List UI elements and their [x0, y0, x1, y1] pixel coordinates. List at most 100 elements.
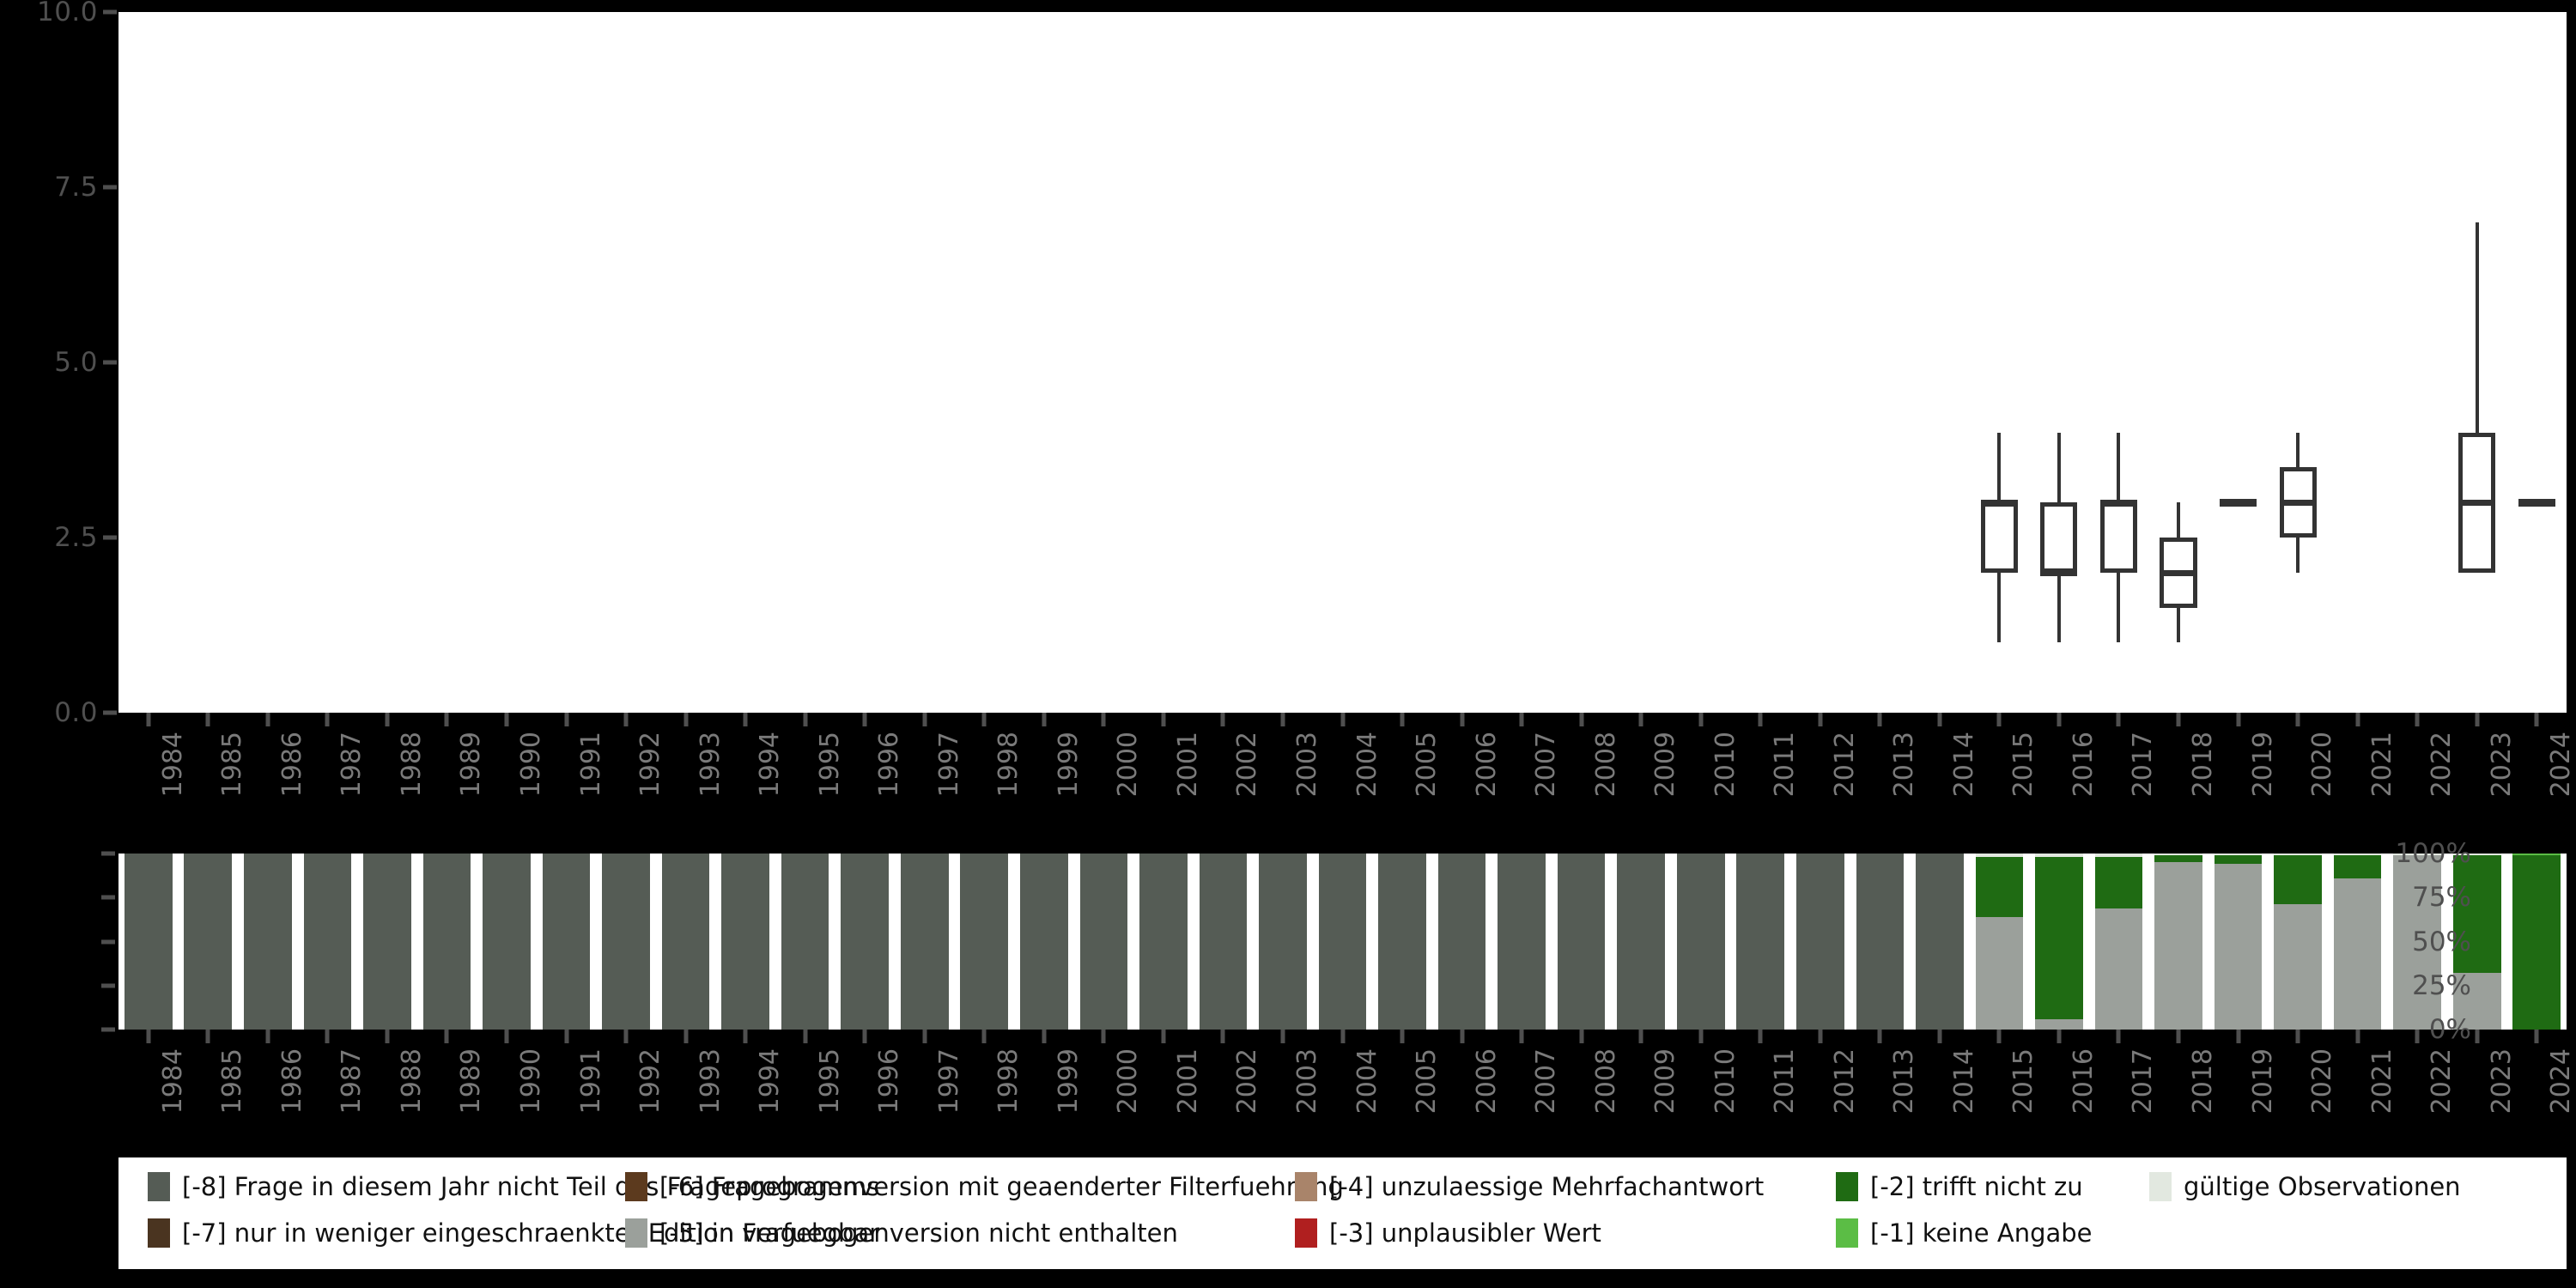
boxplot-x-tick-label: 1992 — [635, 732, 666, 798]
boxplot-x-axis: 1984 1985 1986 1987 1988 1989 1990 1991 1992 1993… — [0, 713, 2576, 841]
legend-item-m8[interactable]: [-8] Frage in diesem Jahr nicht Teil des… — [148, 1164, 879, 1209]
stacked-bar-segment-m5 — [2094, 908, 2143, 1030]
boxplot-x-tick-mark — [265, 713, 270, 726]
legend-item-valid[interactable]: gültige Observationen — [2149, 1164, 2461, 1209]
bar-x-tick-mark — [1638, 1030, 1643, 1043]
boxplot-x-tick-mark — [2295, 713, 2300, 726]
boxplot-x-tick-mark — [2415, 713, 2420, 726]
bar-x-tick-label: 2003 — [1291, 1048, 1322, 1115]
boxplot-median-line — [2279, 500, 2317, 507]
stacked-bar — [2274, 854, 2322, 1030]
boxplot-x-tick-label: 1994 — [755, 732, 786, 798]
stacked-bar-segment-valid — [2333, 854, 2382, 856]
boxplot-y-tick-label: 2.5 — [54, 522, 98, 553]
boxplot-x-tick-mark — [2475, 713, 2480, 726]
boxplot-x-tick-label: 1984 — [157, 732, 188, 798]
bar-x-tick-label: 1998 — [993, 1048, 1024, 1115]
legend-label: [-7] nur in weniger eingeschraenkter Edi… — [182, 1218, 880, 1248]
boxplot-x-tick-label: 1989 — [456, 732, 487, 798]
bar-x-tick-mark — [1818, 1030, 1823, 1043]
boxplot-x-tick-label: 2005 — [1412, 732, 1443, 798]
boxplot-box — [2099, 12, 2138, 713]
legend-item-m6[interactable]: [-6] Fragebogenversion mit geaenderter F… — [625, 1164, 1344, 1209]
stacked-bar-segment-valid — [2035, 854, 2083, 858]
stacked-bar-segment-m8 — [1020, 854, 1068, 1030]
boxplot-whisker-upper — [2177, 502, 2180, 538]
stacked-bar-segment-m8 — [841, 854, 890, 1030]
boxplot-x-tick-label: 2017 — [2128, 732, 2159, 798]
legend-label: [-2] trifft nicht zu — [1870, 1172, 2083, 1201]
boxplot-x-tick-mark — [1340, 713, 1345, 726]
legend-swatch-m1 — [1836, 1218, 1858, 1248]
boxplot-median-line — [2518, 499, 2555, 507]
stacked-bar-segment-m8 — [1437, 854, 1486, 1030]
bar-x-tick-label: 1989 — [456, 1048, 487, 1115]
bar-x-tick-label: 2013 — [1889, 1048, 1920, 1115]
stacked-bar-segment-m5 — [2333, 878, 2382, 1030]
boxplot-x-tick-mark — [1638, 713, 1643, 726]
bar-y-tick-mark — [101, 851, 115, 856]
boxplot-whisker-lower — [2117, 572, 2121, 643]
boxplot-x-tick-mark — [922, 713, 927, 726]
stacked-bar — [303, 854, 352, 1030]
boxplot-iqr-box — [2099, 502, 2138, 573]
legend-item-m3[interactable]: [-3] unplausibler Wert — [1295, 1211, 1601, 1255]
boxplot-x-tick-mark — [385, 713, 390, 726]
stacked-bar-segment-m8 — [244, 854, 292, 1030]
legend-swatch-m4 — [1295, 1172, 1317, 1201]
legend-swatch-m3 — [1295, 1218, 1317, 1248]
boxplot-x-tick-label: 2024 — [2546, 732, 2576, 798]
boxplot-x-tick-mark — [2176, 713, 2181, 726]
boxplot-x-tick-mark — [981, 713, 987, 726]
bar-x-tick-mark — [1877, 1030, 1882, 1043]
bar-x-tick-label: 2008 — [1590, 1048, 1621, 1115]
legend-item-m7[interactable]: [-7] nur in weniger eingeschraenkter Edi… — [148, 1211, 879, 1255]
boxplot-x-tick-mark — [1101, 713, 1106, 726]
boxplot-median-line — [2040, 569, 2078, 576]
stacked-bar-segment-m2 — [2333, 855, 2382, 878]
bar-x-tick-label: 2022 — [2427, 1048, 2458, 1115]
stacked-bar — [841, 854, 890, 1030]
stacked-bar — [483, 854, 531, 1030]
boxplot-x-tick-label: 2002 — [1232, 732, 1263, 798]
bar-x-tick-mark — [1280, 1030, 1285, 1043]
boxplot-x-tick-label: 1986 — [276, 732, 307, 798]
boxplot-x-tick-label: 2000 — [1113, 732, 1144, 798]
boxplot-whisker-lower — [2296, 538, 2300, 573]
boxplot-x-tick-mark — [325, 713, 330, 726]
bar-x-tick-label: 1991 — [575, 1048, 606, 1115]
stacked-bar-segment-valid — [2452, 854, 2501, 856]
boxplot-x-tick-label: 2011 — [1770, 732, 1801, 798]
boxplot-iqr-box — [2040, 502, 2078, 573]
stacked-bar — [2393, 854, 2441, 1030]
legend-item-m1[interactable]: [-1] keine Angabe — [1836, 1211, 2093, 1255]
legend-item-m2[interactable]: [-2] trifft nicht zu — [1836, 1164, 2083, 1209]
boxplot-x-tick-label: 1990 — [515, 732, 546, 798]
bar-y-tick-mark — [101, 895, 115, 900]
legend-row: [-7] nur in weniger eingeschraenkter Edi… — [118, 1211, 2567, 1255]
stacked-bar-segment-m8 — [1259, 854, 1307, 1030]
stacked-bar — [422, 854, 471, 1030]
stacked-bar — [2094, 854, 2143, 1030]
boxplot-x-tick-label: 1996 — [874, 732, 905, 798]
stacked-bar-segment-m1 — [2512, 854, 2561, 856]
stacked-bar — [1259, 854, 1307, 1030]
stacked-bar-segment-m8 — [960, 854, 1009, 1030]
boxplot-x-tick-mark — [1698, 713, 1704, 726]
boxplot-y-tick-label: 7.5 — [54, 172, 98, 203]
boxplot-x-tick-mark — [2236, 713, 2241, 726]
legend-item-m4[interactable]: [-4] unzulaessige Mehrfachantwort — [1295, 1164, 1764, 1209]
boxplot-whisker-upper — [1997, 432, 2002, 503]
stacked-bar — [960, 854, 1009, 1030]
stacked-bar-segment-m8 — [721, 854, 769, 1030]
bar-x-tick-label: 2017 — [2128, 1048, 2159, 1115]
boxplot-x-tick-label: 2014 — [1948, 732, 1979, 798]
bar-x-tick-mark — [2475, 1030, 2480, 1043]
stacked-bar-segment-m8 — [1795, 854, 1844, 1030]
boxplot-x-tick-label: 2008 — [1590, 732, 1621, 798]
legend-label: [-8] Frage in diesem Jahr nicht Teil des… — [182, 1172, 880, 1201]
boxplot-x-tick-label: 2020 — [2307, 732, 2338, 798]
stacked-bar-segment-valid — [2274, 854, 2322, 856]
legend-item-m5[interactable]: [-5] in Fragebogenversion nicht enthalte… — [625, 1211, 1178, 1255]
